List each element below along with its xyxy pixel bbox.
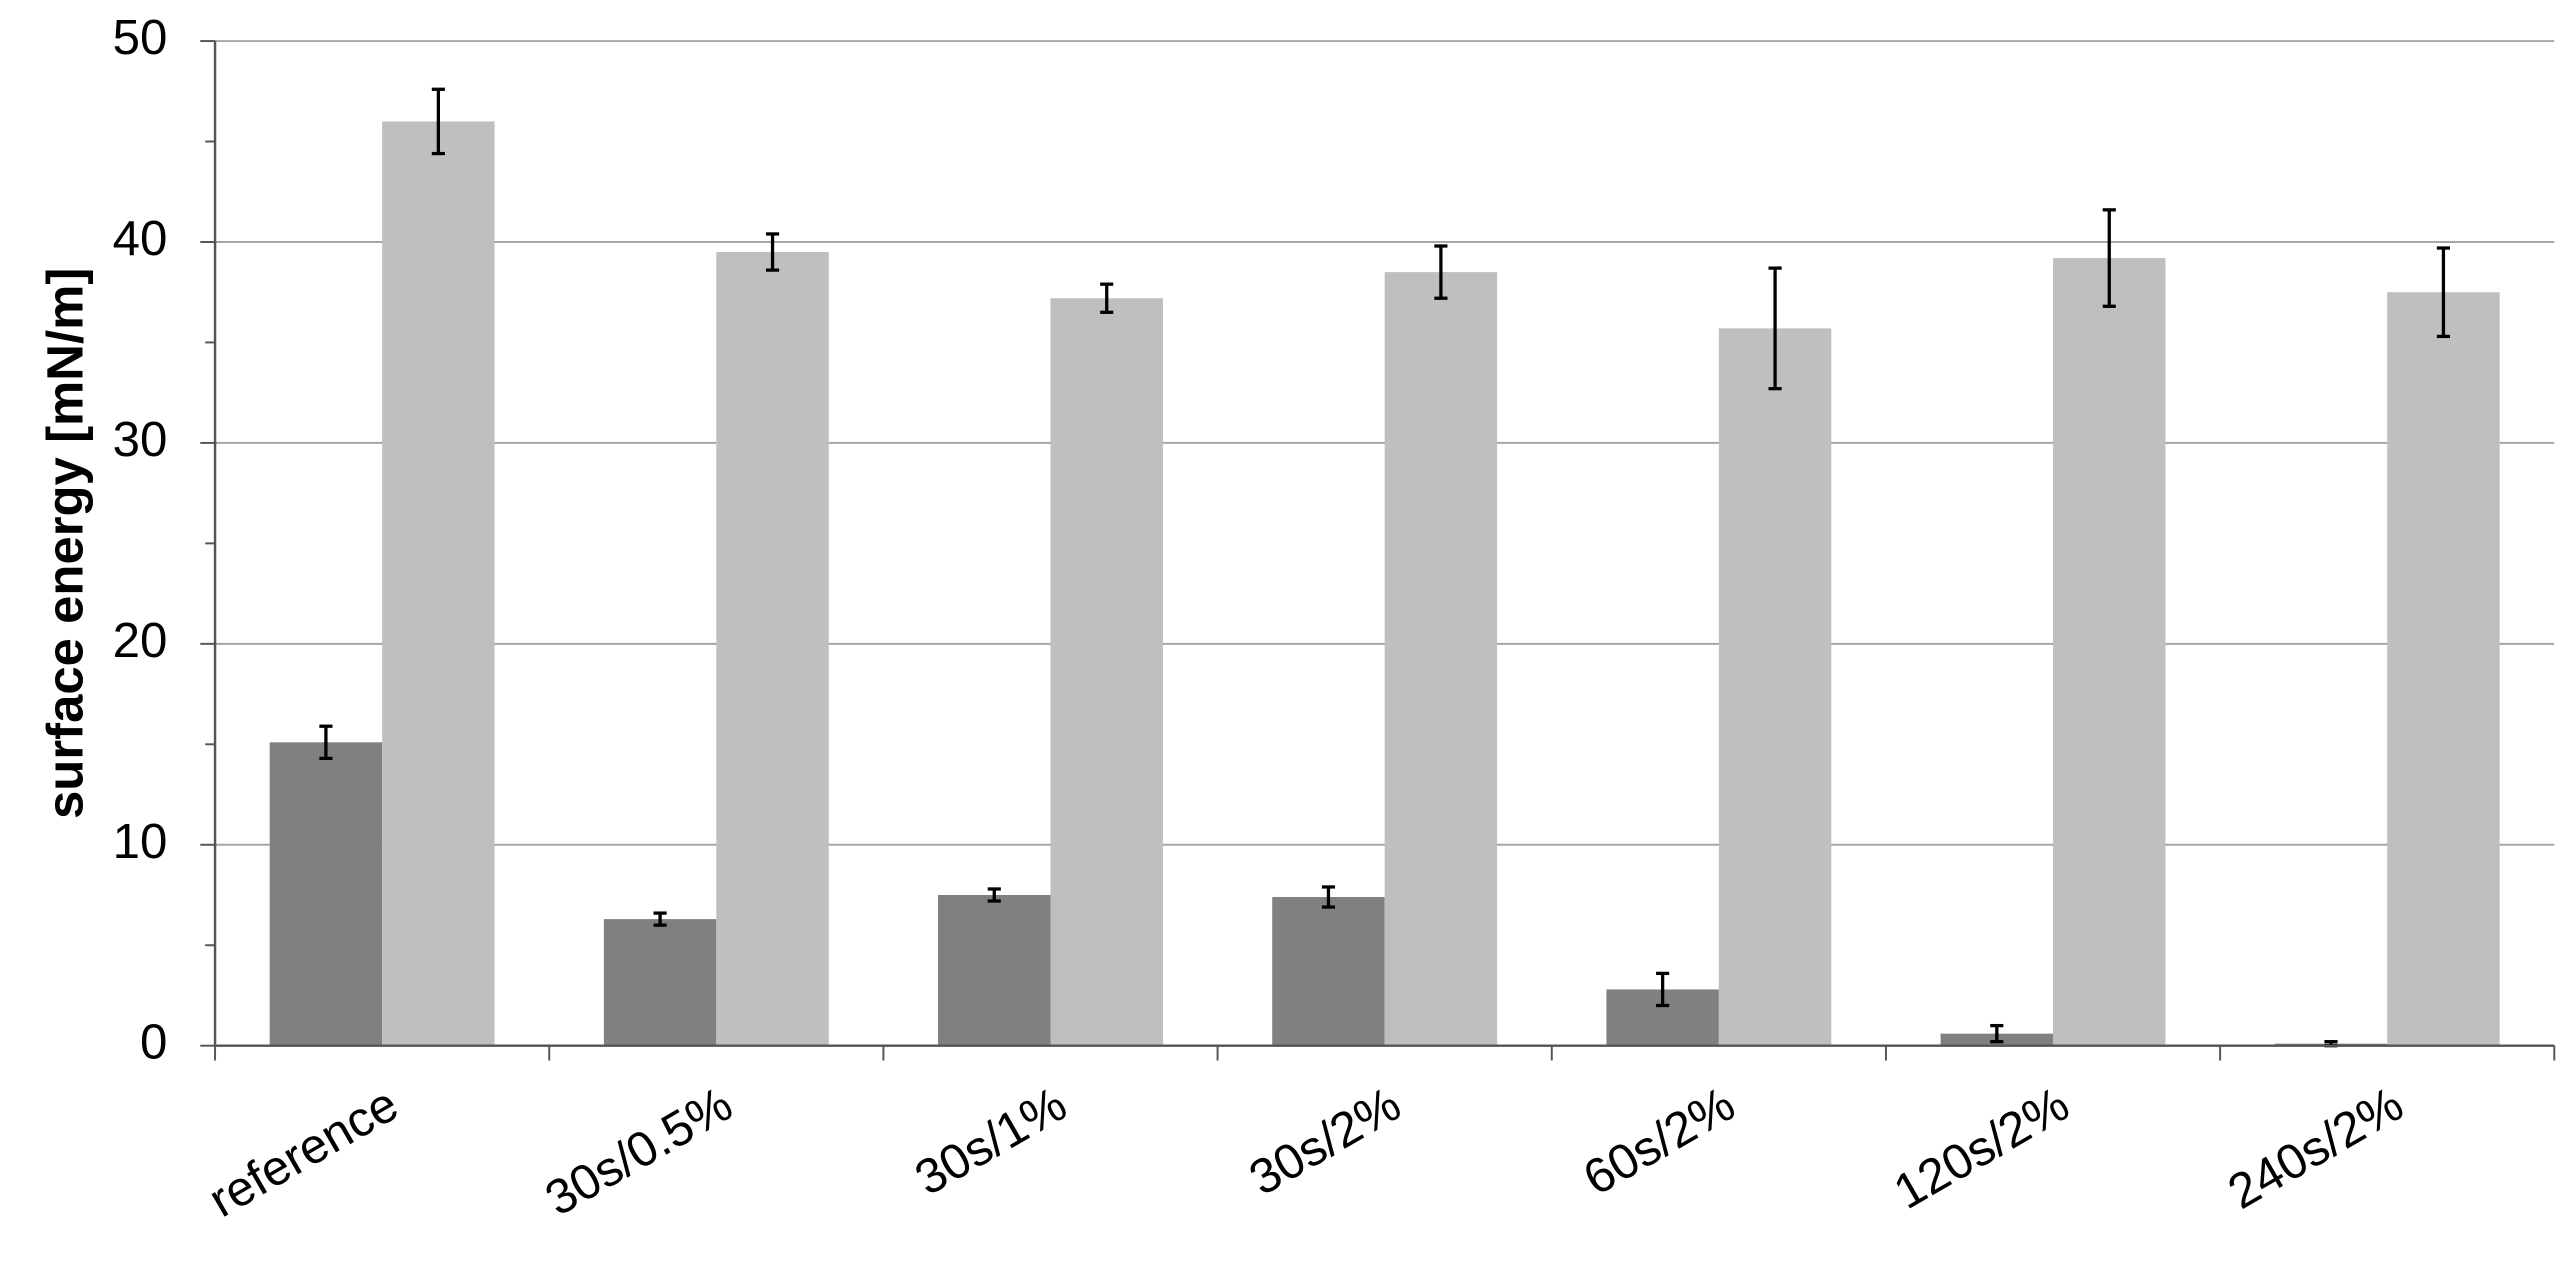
x-tick-label: 60s/2% [1574, 1076, 1744, 1206]
x-tick-label: 240s/2% [2219, 1076, 2412, 1219]
error-bar [2436, 246, 2451, 339]
bar [1050, 298, 1163, 1046]
x-tick-label: reference [200, 1076, 408, 1228]
x-tick-label: 30s/1% [906, 1076, 1076, 1206]
error-bar [1990, 1023, 2004, 1044]
bar [938, 895, 1051, 1046]
error-bar [1321, 885, 1336, 909]
error-bar [1434, 244, 1448, 300]
bar [716, 252, 829, 1046]
y-tick-label: 20 [113, 613, 168, 668]
y-tick-label: 50 [113, 10, 168, 65]
bar [1718, 328, 1832, 1046]
error-bar [987, 887, 1001, 903]
bar [382, 121, 495, 1046]
y-tick-label: 0 [140, 1015, 167, 1070]
error-bar [653, 911, 667, 927]
error-bar [1100, 282, 1114, 314]
y-tick-label: 30 [113, 412, 168, 467]
error-bar [1656, 971, 1670, 1008]
y-tick-label: 10 [113, 814, 168, 869]
error-bar [319, 724, 333, 761]
bar [603, 919, 717, 1046]
bar [1384, 272, 1498, 1046]
error-bar [431, 87, 445, 156]
y-tick-label: 40 [113, 211, 168, 266]
x-tick-label: 30s/0.5% [536, 1076, 741, 1226]
x-tick-label: 30s/2% [1240, 1076, 1410, 1206]
error-bar [2102, 208, 2116, 308]
error-bar [1768, 266, 1782, 391]
bar [2387, 292, 2500, 1046]
bar [269, 742, 383, 1046]
y-axis-title: surface energy [mN/m] [36, 268, 93, 819]
error-bar [765, 232, 780, 272]
x-tick-label: 120s/2% [1885, 1076, 2078, 1219]
bar [1272, 897, 1385, 1046]
bar [2053, 258, 2166, 1046]
